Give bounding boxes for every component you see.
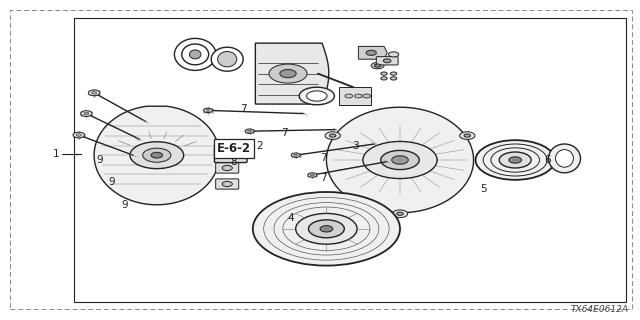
Text: 7: 7 bbox=[320, 153, 326, 164]
Circle shape bbox=[499, 152, 531, 168]
Ellipse shape bbox=[182, 44, 209, 65]
Circle shape bbox=[206, 109, 210, 111]
Circle shape bbox=[381, 150, 419, 170]
Circle shape bbox=[222, 181, 232, 187]
Text: E-6-2: E-6-2 bbox=[216, 142, 251, 155]
Text: 8: 8 bbox=[230, 140, 237, 151]
Circle shape bbox=[222, 165, 232, 171]
Circle shape bbox=[88, 90, 100, 96]
Circle shape bbox=[381, 72, 387, 75]
Circle shape bbox=[397, 212, 403, 215]
Polygon shape bbox=[339, 87, 371, 105]
Circle shape bbox=[245, 129, 254, 133]
Polygon shape bbox=[358, 46, 387, 59]
Circle shape bbox=[374, 64, 381, 67]
Circle shape bbox=[130, 142, 184, 169]
Circle shape bbox=[269, 64, 307, 83]
Circle shape bbox=[390, 72, 397, 75]
Circle shape bbox=[355, 94, 362, 98]
Ellipse shape bbox=[300, 87, 335, 105]
Circle shape bbox=[294, 154, 298, 156]
Ellipse shape bbox=[548, 144, 580, 173]
FancyBboxPatch shape bbox=[376, 57, 398, 65]
Circle shape bbox=[363, 94, 371, 98]
Circle shape bbox=[73, 132, 84, 138]
Circle shape bbox=[81, 111, 92, 116]
Text: 9: 9 bbox=[122, 200, 128, 210]
Circle shape bbox=[204, 108, 212, 113]
Circle shape bbox=[310, 174, 314, 176]
Circle shape bbox=[84, 112, 89, 115]
Circle shape bbox=[509, 157, 522, 163]
Circle shape bbox=[383, 59, 391, 63]
Ellipse shape bbox=[174, 38, 216, 70]
Polygon shape bbox=[255, 43, 329, 104]
Circle shape bbox=[325, 132, 340, 140]
Circle shape bbox=[143, 148, 171, 162]
Text: 1: 1 bbox=[53, 148, 60, 159]
Circle shape bbox=[308, 220, 344, 238]
Circle shape bbox=[76, 134, 81, 136]
Circle shape bbox=[476, 140, 555, 180]
Circle shape bbox=[330, 134, 336, 137]
Circle shape bbox=[460, 132, 475, 140]
Circle shape bbox=[280, 69, 296, 78]
Circle shape bbox=[223, 148, 241, 157]
Text: 9: 9 bbox=[109, 177, 115, 188]
Text: 3: 3 bbox=[352, 140, 358, 151]
Circle shape bbox=[381, 77, 387, 80]
Text: 7: 7 bbox=[282, 128, 288, 138]
Circle shape bbox=[388, 52, 399, 57]
Circle shape bbox=[464, 134, 470, 137]
Ellipse shape bbox=[211, 47, 243, 71]
Text: 5: 5 bbox=[480, 184, 486, 194]
Polygon shape bbox=[326, 107, 474, 213]
Ellipse shape bbox=[307, 91, 327, 101]
Text: 2: 2 bbox=[256, 140, 262, 151]
FancyBboxPatch shape bbox=[214, 145, 247, 163]
Circle shape bbox=[291, 153, 300, 157]
FancyBboxPatch shape bbox=[216, 163, 239, 173]
Circle shape bbox=[371, 62, 384, 69]
Circle shape bbox=[296, 213, 357, 244]
Circle shape bbox=[248, 130, 252, 132]
Circle shape bbox=[392, 210, 408, 218]
Circle shape bbox=[363, 141, 437, 179]
Circle shape bbox=[151, 152, 163, 158]
Text: TX64E0612A: TX64E0612A bbox=[570, 305, 628, 314]
FancyBboxPatch shape bbox=[216, 179, 239, 189]
Text: 8: 8 bbox=[230, 156, 237, 167]
Text: 6: 6 bbox=[544, 155, 550, 165]
Polygon shape bbox=[94, 106, 220, 205]
Text: 4: 4 bbox=[288, 212, 294, 223]
Circle shape bbox=[392, 156, 408, 164]
Circle shape bbox=[390, 77, 397, 80]
Circle shape bbox=[253, 192, 400, 266]
Ellipse shape bbox=[218, 52, 237, 67]
Circle shape bbox=[320, 226, 333, 232]
Text: 7: 7 bbox=[320, 172, 326, 183]
Circle shape bbox=[228, 151, 236, 155]
Circle shape bbox=[345, 94, 353, 98]
Text: 9: 9 bbox=[96, 155, 102, 165]
Text: 7: 7 bbox=[240, 104, 246, 114]
Circle shape bbox=[92, 92, 97, 94]
Ellipse shape bbox=[189, 50, 201, 59]
Circle shape bbox=[366, 50, 376, 55]
Circle shape bbox=[308, 173, 317, 177]
Ellipse shape bbox=[556, 150, 573, 167]
